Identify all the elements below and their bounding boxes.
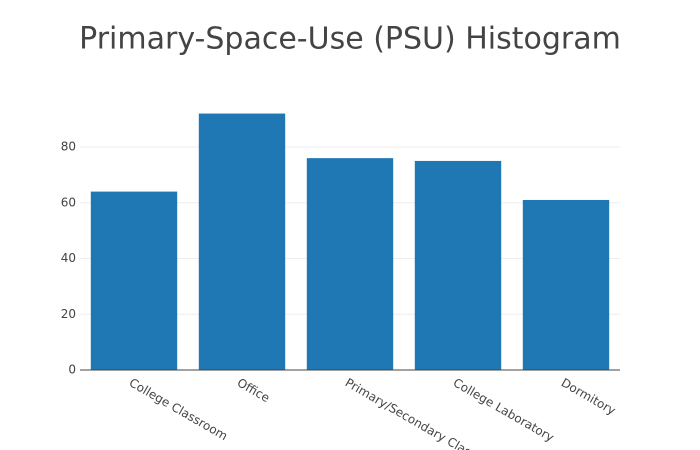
y-tick-label: 20 bbox=[61, 307, 76, 321]
bar bbox=[522, 199, 610, 370]
chart-title: Primary-Space-Use (PSU) Histogram bbox=[79, 22, 621, 57]
y-tick-label: 40 bbox=[61, 251, 76, 265]
bar bbox=[306, 158, 394, 370]
y-tick-label: 80 bbox=[61, 140, 76, 154]
bar bbox=[198, 113, 286, 371]
bar bbox=[414, 160, 502, 370]
bar bbox=[90, 191, 178, 370]
y-tick-label: 60 bbox=[61, 195, 76, 209]
y-tick-label: 0 bbox=[68, 363, 76, 377]
